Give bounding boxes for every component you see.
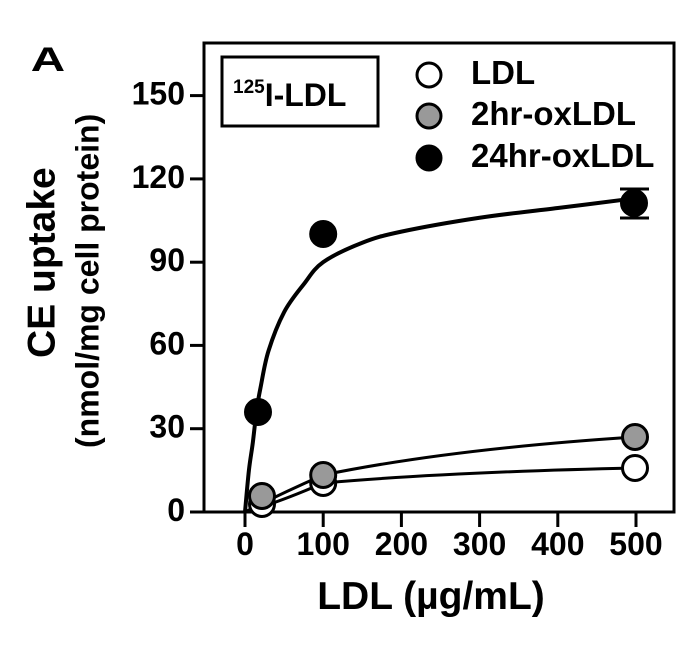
svg-text:500: 500 xyxy=(609,526,662,562)
svg-text:30: 30 xyxy=(149,409,185,445)
svg-text:LDL: LDL xyxy=(471,54,535,91)
svg-text:(nmol/mg cell protein): (nmol/mg cell protein) xyxy=(70,114,106,448)
svg-text:200: 200 xyxy=(375,526,428,562)
svg-text:100: 100 xyxy=(297,526,350,562)
svg-text:300: 300 xyxy=(453,526,506,562)
svg-text:2hr-oxLDL: 2hr-oxLDL xyxy=(471,95,636,132)
svg-text:120: 120 xyxy=(132,159,185,195)
svg-text:400: 400 xyxy=(531,526,584,562)
svg-text:LDL (µg/mL): LDL (µg/mL) xyxy=(317,575,545,618)
svg-text:125I-LDL: 125I-LDL xyxy=(233,77,346,113)
svg-text:0: 0 xyxy=(167,492,185,528)
svg-text:0: 0 xyxy=(236,526,254,562)
svg-text:A: A xyxy=(31,41,65,79)
svg-text:60: 60 xyxy=(149,325,185,361)
svg-text:24hr-oxLDL: 24hr-oxLDL xyxy=(471,137,654,174)
svg-text:CE uptake: CE uptake xyxy=(21,167,64,358)
svg-text:150: 150 xyxy=(132,76,185,112)
svg-text:90: 90 xyxy=(149,242,185,278)
